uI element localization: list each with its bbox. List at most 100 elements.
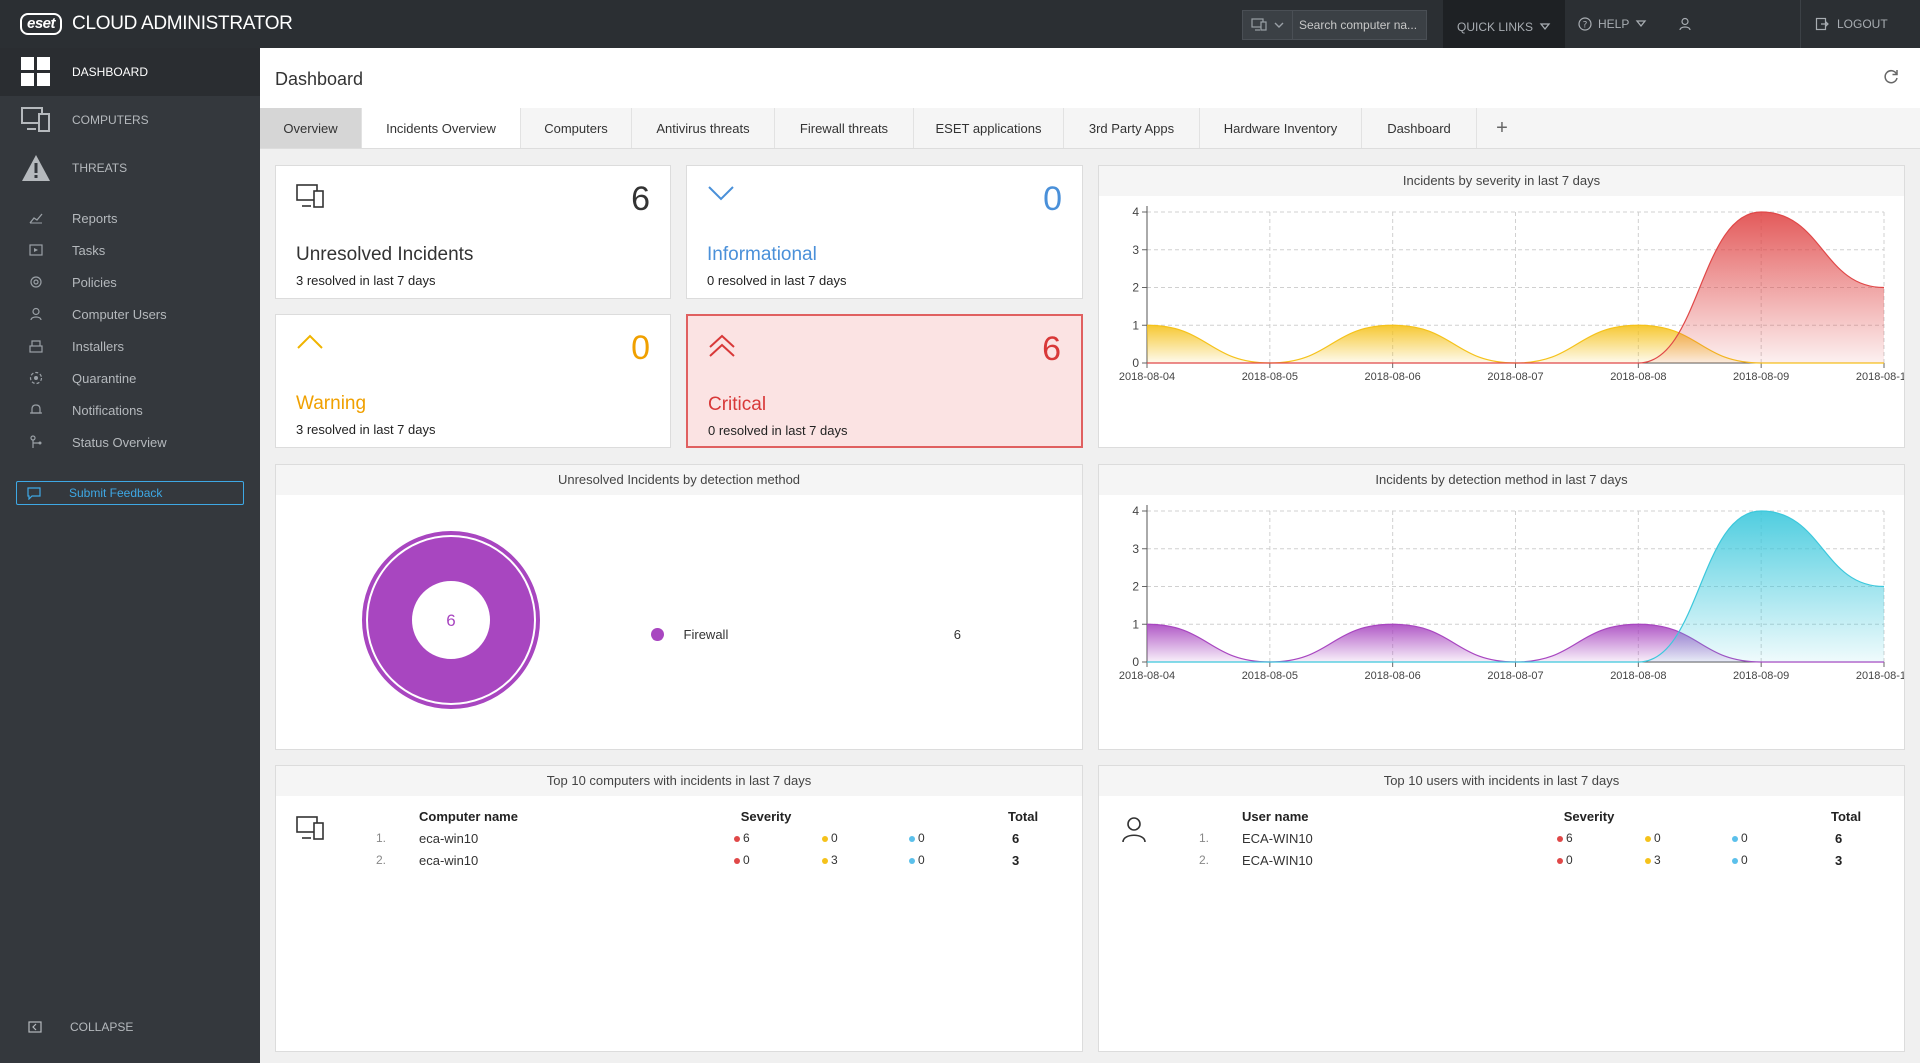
sidebar-item-notifications[interactable]: Notifications (0, 394, 260, 426)
sidebar-item-computers[interactable]: COMPUTERS (0, 96, 260, 144)
sidebar: DASHBOARD COMPUTERS THREATS Reports Task… (0, 48, 260, 1063)
x-tick-label: 2018-08-07 (1487, 670, 1543, 682)
search-box (1242, 10, 1427, 40)
quick-links-label: QUICK LINKS (1456, 20, 1534, 34)
tab-label: ESET applications (935, 120, 1042, 136)
kpi-label: Critical (708, 394, 767, 415)
severity-dot (734, 857, 740, 864)
tab-antivirus-threats[interactable]: Antivirus threats (632, 108, 775, 148)
x-tick-label: 2018-08-09 (1733, 371, 1789, 383)
tab-label: 3rd Party Apps (1088, 120, 1175, 136)
eset-logo[interactable]: eset CLOUD ADMINISTRATOR (20, 0, 293, 48)
sidebar-item-label: Policies (72, 274, 117, 290)
kpi-informational[interactable]: 0 Informational 0 resolved in last 7 day… (686, 165, 1083, 299)
row-total: 6 (1835, 831, 1843, 846)
kpi-value: 6 (1042, 330, 1061, 368)
sidebar-item-threats[interactable]: THREATS (0, 144, 260, 192)
quarantine-icon (28, 370, 44, 386)
severity-crit: 0 (734, 853, 750, 867)
tab-firewall-threats[interactable]: Firewall threats (775, 108, 914, 148)
severity-dot (1645, 857, 1651, 864)
submit-feedback-label: Submit Feedback (69, 486, 163, 500)
severity-info: 0 (909, 831, 925, 845)
tab-3rd-party-apps[interactable]: 3rd Party Apps (1064, 108, 1200, 148)
kpi-unresolved-incidents[interactable]: 6 Unresolved Incidents 3 resolved in las… (275, 165, 671, 299)
severity-count: 0 (1741, 831, 1748, 845)
logo-badge: eset (20, 13, 63, 35)
search-type-dropdown[interactable] (1243, 11, 1293, 39)
detection-area-chart: 0 1 2 3 4 2018-08-04 2018-08-05 2018-08-06 2018-… (1119, 504, 1904, 682)
search-input[interactable] (1293, 18, 1423, 32)
add-tab-button[interactable]: + (1477, 108, 1527, 148)
tab-computers[interactable]: Computers (521, 108, 632, 148)
kpi-value: 0 (631, 329, 650, 367)
legend-item-firewall[interactable]: Firewall 6 (651, 627, 961, 642)
x-tick-label: 2018-08-05 (1242, 371, 1298, 383)
kpi-value: 0 (1043, 180, 1062, 218)
x-tick-label: 2018-08-05 (1242, 670, 1298, 682)
help-menu[interactable]: ? HELP (1578, 0, 1647, 48)
sidebar-item-tasks[interactable]: Tasks (0, 234, 260, 266)
tab-overview[interactable]: Overview (260, 108, 362, 148)
chevron-down-icon (1636, 20, 1647, 28)
logout-button[interactable]: LOGOUT (1815, 0, 1888, 48)
kpi-warning[interactable]: 0 Warning 3 resolved in last 7 days (275, 314, 671, 448)
sidebar-item-reports[interactable]: Reports (0, 202, 260, 234)
donut-center-label: 6 (446, 611, 455, 630)
severity-area-chart: 0 1 2 3 4 2018-08-04 2018-08-05 2018-08-06 2018-… (1119, 205, 1904, 383)
severity-info: 0 (909, 853, 925, 867)
kpi-critical[interactable]: 6 Critical 0 resolved in last 7 days (686, 314, 1083, 448)
plus-icon: + (1496, 116, 1508, 139)
page-header: Dashboard (260, 48, 1920, 108)
user-menu[interactable] (1678, 0, 1692, 48)
chevron-down-icon (708, 186, 734, 201)
severity-warn: 3 (822, 853, 838, 867)
threats-icon (20, 152, 52, 184)
sidebar-item-computer-users[interactable]: Computer Users (0, 298, 260, 330)
row-name: eca-win10 (419, 853, 479, 868)
tab-label: Dashboard (1387, 120, 1451, 136)
computers-icon (20, 104, 52, 136)
row-total: 6 (1012, 831, 1020, 846)
tab-label: Computers (544, 120, 608, 136)
sidebar-item-quarantine[interactable]: Quarantine (0, 362, 260, 394)
collapse-button[interactable]: COLLAPSE (28, 1020, 133, 1034)
tab-label: Firewall threats (799, 120, 889, 136)
tab-incidents-overview[interactable]: Incidents Overview (362, 108, 521, 148)
sidebar-item-label: THREATS (72, 161, 128, 175)
tab-dashboard[interactable]: Dashboard (1362, 108, 1477, 148)
y-tick-label: 0 (1132, 655, 1139, 669)
tab-label: Overview (283, 120, 338, 136)
chevron-up-icon (297, 334, 323, 349)
top-separator (1800, 0, 1801, 48)
sidebar-item-installers[interactable]: Installers (0, 330, 260, 362)
sidebar-item-label: Computer Users (72, 306, 167, 322)
reports-icon (28, 210, 44, 226)
severity-dot (1732, 835, 1738, 842)
donut-slice-firewall[interactable] (368, 537, 534, 703)
severity-warn: 3 (1645, 853, 1661, 867)
table-top-computers: Top 10 computers with incidents in last … (275, 765, 1083, 1052)
quick-links-menu[interactable]: QUICK LINKS (1443, 0, 1565, 54)
page-title: Dashboard (275, 69, 364, 89)
dashboard-tabs: Overview Incidents Overview Computers An… (260, 108, 1920, 149)
tab-hardware-inventory[interactable]: Hardware Inventory (1200, 108, 1362, 148)
sidebar-item-status-overview[interactable]: Status Overview (0, 426, 260, 458)
chart-incidents-by-detection: Incidents by detection method in last 7 … (1098, 464, 1905, 750)
severity-count: 0 (1654, 831, 1661, 845)
severity-count: 0 (1741, 853, 1748, 867)
severity-dot (734, 835, 740, 842)
sidebar-item-dashboard[interactable]: DASHBOARD (0, 48, 260, 96)
column-header-name: Computer name (419, 809, 518, 824)
tab-eset-applications[interactable]: ESET applications (914, 108, 1064, 148)
sidebar-item-label: Quarantine (72, 370, 137, 386)
series-line (1147, 510, 1885, 663)
submit-feedback-button[interactable]: Submit Feedback (16, 481, 244, 505)
collapse-label: COLLAPSE (70, 1020, 134, 1034)
computer-icon (296, 184, 324, 208)
x-tick-label: 2018-08-10 (1856, 371, 1904, 383)
chart-incidents-by-severity: Incidents by severity in last 7 days 0 1 2… (1098, 165, 1905, 448)
refresh-icon[interactable] (1882, 68, 1900, 86)
row-name: ECA-WIN10 (1242, 853, 1313, 868)
sidebar-item-policies[interactable]: Policies (0, 266, 260, 298)
